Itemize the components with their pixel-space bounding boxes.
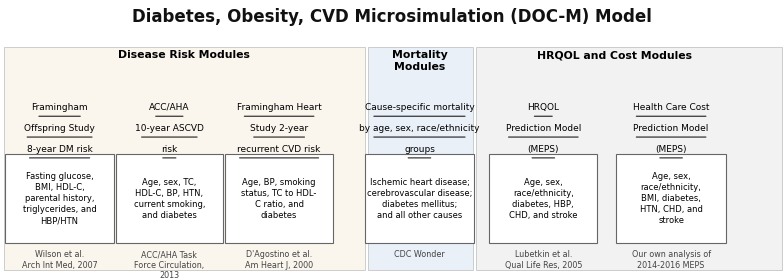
Text: by age, sex, race/ethnicity: by age, sex, race/ethnicity <box>359 124 480 133</box>
FancyBboxPatch shape <box>5 154 114 243</box>
Text: HRQOL: HRQOL <box>528 103 559 112</box>
Text: Our own analysis of
2014-2016 MEPS: Our own analysis of 2014-2016 MEPS <box>632 250 710 270</box>
Text: Age, BP, smoking
status, TC to HDL-
C ratio, and
diabetes: Age, BP, smoking status, TC to HDL- C ra… <box>241 178 317 220</box>
Text: groups: groups <box>404 145 435 153</box>
Text: Mortality
Modules: Mortality Modules <box>391 50 448 72</box>
FancyBboxPatch shape <box>368 47 473 270</box>
Text: Age, sex,
race/ethnicity,
BMI, diabetes,
HTN, CHD, and
stroke: Age, sex, race/ethnicity, BMI, diabetes,… <box>640 172 702 225</box>
FancyBboxPatch shape <box>116 154 223 243</box>
Text: Offspring Study: Offspring Study <box>24 124 95 133</box>
Text: HRQOL and Cost Modules: HRQOL and Cost Modules <box>537 50 692 60</box>
Text: ACC/AHA: ACC/AHA <box>149 103 190 112</box>
FancyBboxPatch shape <box>225 154 333 243</box>
Text: Age, sex, TC,
HDL-C, BP, HTN,
current smoking,
and diabetes: Age, sex, TC, HDL-C, BP, HTN, current sm… <box>133 178 205 220</box>
Text: Framingham: Framingham <box>31 103 88 112</box>
Text: (MEPS): (MEPS) <box>655 145 687 153</box>
Text: Age, sex,
race/ethnicity,
diabetes, HBP,
CHD, and stroke: Age, sex, race/ethnicity, diabetes, HBP,… <box>509 178 578 220</box>
Text: risk: risk <box>162 145 177 153</box>
Text: Ischemic heart disease;
cerebrovascular disease;
diabetes mellitus;
and all othe: Ischemic heart disease; cerebrovascular … <box>367 178 472 220</box>
Text: Diabetes, Obesity, CVD Microsimulation (DOC-M) Model: Diabetes, Obesity, CVD Microsimulation (… <box>132 8 652 26</box>
Text: 8-year DM risk: 8-year DM risk <box>27 145 93 153</box>
Text: Study 2-year: Study 2-year <box>250 124 308 133</box>
FancyBboxPatch shape <box>4 47 365 270</box>
Text: recurrent CVD risk: recurrent CVD risk <box>238 145 321 153</box>
FancyBboxPatch shape <box>489 154 597 243</box>
Text: Disease Risk Modules: Disease Risk Modules <box>118 50 250 60</box>
Text: Fasting glucose,
BMI, HDL-C,
parental history,
triglycerides, and
HBP/HTN: Fasting glucose, BMI, HDL-C, parental hi… <box>23 172 96 225</box>
Text: 10-year ASCVD: 10-year ASCVD <box>135 124 204 133</box>
Text: Health Care Cost: Health Care Cost <box>633 103 710 112</box>
Text: CDC Wonder: CDC Wonder <box>394 250 445 259</box>
FancyBboxPatch shape <box>365 154 474 243</box>
Text: (MEPS): (MEPS) <box>528 145 559 153</box>
Text: ACC/AHA Task
Force Circulation,
2013: ACC/AHA Task Force Circulation, 2013 <box>134 250 205 278</box>
FancyBboxPatch shape <box>616 154 726 243</box>
Text: Cause-specific mortality: Cause-specific mortality <box>365 103 474 112</box>
Text: Wilson et al.
Arch Int Med, 2007: Wilson et al. Arch Int Med, 2007 <box>22 250 97 270</box>
Text: Prediction Model: Prediction Model <box>506 124 581 133</box>
Text: Framingham Heart: Framingham Heart <box>237 103 321 112</box>
FancyBboxPatch shape <box>476 47 782 270</box>
Text: Lubetkin et al.
Qual Life Res, 2005: Lubetkin et al. Qual Life Res, 2005 <box>505 250 582 270</box>
Text: Prediction Model: Prediction Model <box>633 124 709 133</box>
Text: D'Agostino et al.
Am Heart J, 2000: D'Agostino et al. Am Heart J, 2000 <box>245 250 313 270</box>
